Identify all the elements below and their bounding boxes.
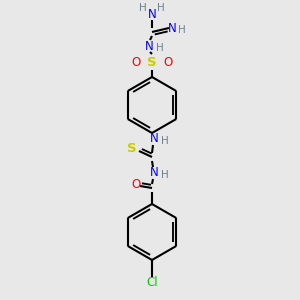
Text: N: N (148, 8, 156, 20)
Text: N: N (150, 167, 158, 179)
Text: H: H (161, 136, 169, 146)
Text: N: N (145, 40, 153, 52)
Text: N: N (168, 22, 176, 34)
Text: O: O (131, 56, 141, 68)
Text: Cl: Cl (146, 275, 158, 289)
Text: O: O (131, 178, 141, 190)
Text: H: H (156, 43, 164, 53)
Text: S: S (127, 142, 137, 155)
Text: H: H (139, 3, 147, 13)
Text: H: H (178, 25, 186, 35)
Text: O: O (164, 56, 172, 68)
Text: N: N (150, 133, 158, 146)
Text: H: H (161, 170, 169, 180)
Text: H: H (157, 3, 165, 13)
Text: S: S (147, 56, 157, 68)
